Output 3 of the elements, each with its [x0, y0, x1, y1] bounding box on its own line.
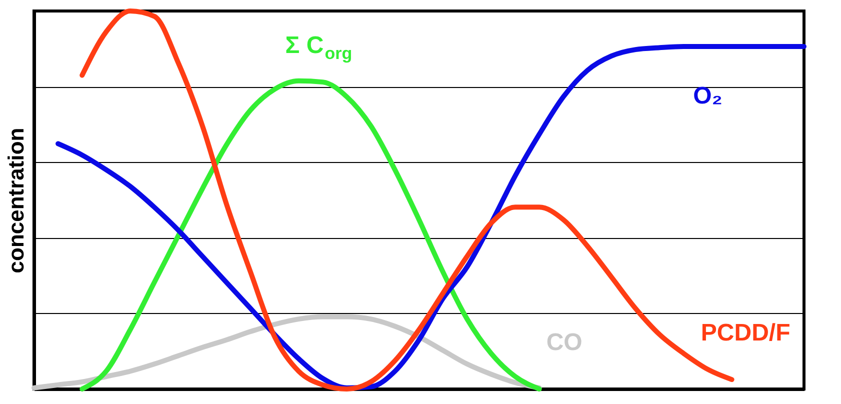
- series-label: O₂: [693, 82, 722, 110]
- y-axis-title: concentration: [4, 128, 28, 274]
- series-label: PCDD/F: [700, 319, 790, 346]
